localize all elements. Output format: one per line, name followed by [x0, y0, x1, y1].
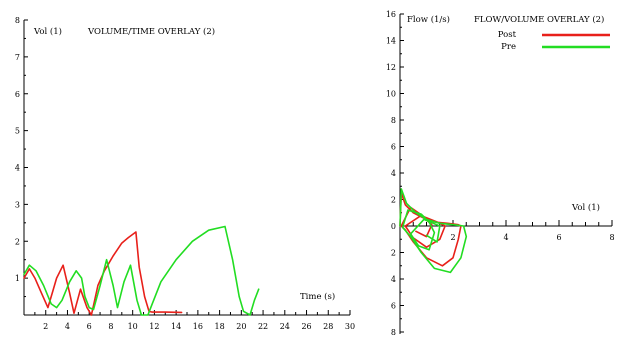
fv-x-tick-label: 6	[556, 233, 561, 242]
legend-label-post: Post	[498, 30, 517, 40]
fv-legend: Post Pre	[498, 30, 610, 52]
vt-x-tick-label: 18	[215, 322, 225, 331]
fv-origin-label: 0	[391, 222, 396, 231]
vt-x-tick-label: 10	[128, 322, 138, 331]
fv-series-group	[399, 188, 468, 274]
fv-x-tick-label: 8	[609, 233, 614, 242]
legend-label-pre: Pre	[501, 42, 516, 52]
vt-series-group	[23, 225, 260, 316]
vt-x-tick-label: 24	[280, 322, 290, 331]
fv-y-tick-label: 6	[391, 143, 396, 152]
vt-x-tick-label: 20	[236, 322, 246, 331]
vt-chart-title: VOLUME/TIME OVERLAY (2)	[87, 26, 215, 37]
fv-y-tick-label-neg: 4	[391, 275, 396, 284]
fv-y-tick-label-neg: 2	[391, 249, 396, 258]
vt-x-tick-label: 26	[301, 322, 311, 331]
vt-y-tick-label: 7	[15, 53, 20, 62]
fv-y-tick-label: 8	[391, 116, 396, 125]
vt-y-tick-label: 1	[15, 274, 20, 283]
vt-x-tick-label: 6	[87, 322, 92, 331]
fv-y-tick-label: 10	[386, 90, 396, 99]
fv-series-line-post	[399, 192, 462, 267]
vt-x-tick-label: 22	[258, 322, 268, 331]
fv-y-tick-label: 4	[391, 169, 396, 178]
vt-x-tick-label: 28	[323, 322, 333, 331]
fv-y-tick-label: 12	[386, 63, 396, 72]
fv-y-tick-label: 14	[386, 37, 396, 46]
fv-y-tick-label: 2	[391, 196, 396, 205]
vt-x-tick-label: 4	[65, 322, 70, 331]
fv-series-line-pre	[399, 188, 468, 274]
vt-x-axis-label: Time (s)	[300, 291, 335, 302]
fv-x-tick-label: 2	[450, 233, 455, 242]
vt-series-line-1	[23, 225, 260, 316]
vt-y-tick-label: 5	[15, 127, 20, 136]
vt-y-tick-label: 4	[15, 164, 20, 173]
fv-axes: 2 4 6 8 10 12 14 16 2 4 6 8 0 2 4 6 8	[386, 10, 615, 337]
vt-y-tick-label: 8	[15, 16, 20, 25]
vt-x-tick-label: 2	[43, 322, 48, 331]
fv-x-tick-label: 4	[503, 233, 508, 242]
vt-x-tick-label: 8	[108, 322, 113, 331]
vt-y-tick-label: 6	[15, 90, 20, 99]
vt-x-tick-label: 30	[345, 322, 355, 331]
vt-x-tick-label: 12	[149, 322, 159, 331]
fv-y-tick-label-neg: 6	[391, 302, 396, 311]
vt-y-axis-label: Vol (1)	[33, 26, 62, 37]
vt-series-line-0	[23, 231, 183, 316]
vt-y-tick-label: 2	[15, 237, 20, 246]
fv-chart-title: FLOW/VOLUME OVERLAY (2)	[474, 14, 604, 25]
vt-y-tick-label: 3	[15, 200, 20, 209]
vt-x-tick-label: 14	[171, 322, 181, 331]
vt-x-tick-label: 16	[193, 322, 203, 331]
fv-y-tick-label: 16	[386, 10, 396, 19]
fv-y-axis-label: Flow (1/s)	[407, 14, 450, 25]
fv-y-tick-label-neg: 8	[391, 328, 396, 337]
fv-x-axis-label: Vol (1)	[571, 202, 600, 213]
